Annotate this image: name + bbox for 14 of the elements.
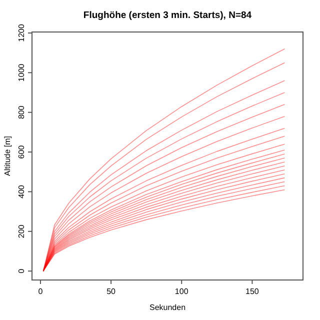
x-axis-title: Sekunden [149, 303, 186, 312]
y-tick-label: 800 [17, 105, 26, 120]
x-tick-label: 0 [38, 287, 44, 296]
x-tick-label: 50 [106, 287, 116, 296]
y-axis-title: Altitude [m] [3, 136, 12, 176]
y-tick-label: 200 [17, 224, 26, 238]
x-tick-label: 100 [174, 287, 189, 296]
y-tick-label: 400 [17, 184, 26, 198]
x-tick-label: 150 [246, 287, 260, 296]
y-tick-label: 0 [17, 268, 26, 274]
y-tick-label: 1200 [17, 24, 26, 42]
chart-title: Flughöhe (ersten 3 min. Starts), N=84 [83, 10, 252, 21]
y-tick-label: 1000 [17, 63, 26, 82]
y-tick-label: 600 [17, 144, 26, 159]
